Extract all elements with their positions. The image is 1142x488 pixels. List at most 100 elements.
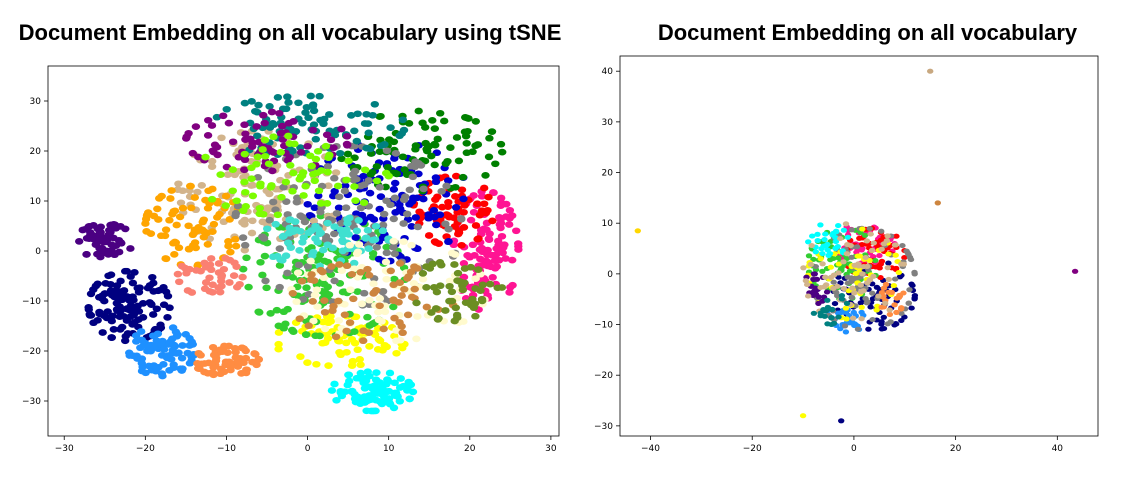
scatter-point	[906, 287, 913, 293]
scatter-point	[869, 290, 876, 296]
scatter-point	[365, 189, 375, 197]
scatter-point	[274, 329, 284, 336]
scatter-point	[363, 313, 372, 321]
scatter-point	[331, 169, 341, 176]
scatter-point	[282, 198, 291, 205]
scatter-point	[86, 290, 96, 298]
scatter-point	[888, 289, 896, 295]
scatter-point	[406, 381, 416, 389]
scatter-point	[139, 342, 148, 349]
scatter-point	[260, 252, 270, 260]
scatter-point	[851, 290, 858, 296]
scatter-point	[362, 407, 371, 415]
scatter-point	[857, 289, 865, 295]
scatter-point	[859, 226, 866, 232]
scatter-point	[159, 346, 169, 353]
scatter-point	[302, 103, 311, 111]
scatter-point	[172, 221, 181, 229]
scatter-point	[109, 287, 119, 295]
outlier-point	[838, 418, 845, 424]
scatter-point	[137, 328, 146, 335]
scatter-point	[357, 300, 367, 308]
scatter-point	[194, 365, 203, 372]
scatter-point	[234, 202, 243, 210]
scatter-point	[819, 251, 826, 257]
scatter-point	[828, 321, 835, 328]
scatter-point	[857, 282, 864, 288]
scatter-point	[502, 213, 511, 220]
scatter-point	[275, 283, 284, 291]
scatter-point	[241, 136, 250, 143]
scatter-point	[129, 296, 138, 304]
scatter-point	[149, 311, 158, 318]
scatter-point	[378, 346, 387, 354]
scatter-point	[855, 263, 862, 269]
scatter-point	[187, 289, 197, 296]
x-tick-label: −10	[217, 444, 236, 454]
scatter-point	[386, 124, 395, 131]
scatter-point	[278, 122, 287, 130]
scatter-point	[342, 339, 351, 347]
scatter-point	[458, 173, 468, 181]
scatter-point	[240, 121, 249, 129]
x-tick-label: 10	[383, 444, 395, 454]
scatter-point	[415, 208, 424, 216]
scatter-point	[276, 256, 285, 263]
scatter-point	[872, 264, 879, 270]
scatter-point	[342, 348, 351, 356]
scatter-point	[370, 100, 379, 108]
scatter-point	[376, 193, 386, 200]
scatter-point	[824, 297, 831, 303]
scatter-point	[849, 285, 856, 291]
scatter-point	[862, 254, 869, 261]
scatter-point	[349, 295, 358, 303]
scatter-point	[457, 279, 466, 286]
scatter-point	[283, 269, 292, 277]
scatter-point	[255, 204, 264, 212]
scatter-point	[149, 279, 158, 287]
scatter-point	[307, 271, 316, 278]
scatter-point	[176, 199, 186, 207]
scatter-point	[834, 310, 842, 316]
scatter-point	[351, 234, 360, 241]
scatter-point	[340, 300, 349, 308]
scatter-point	[354, 217, 363, 224]
scatter-point	[284, 132, 293, 140]
scatter-point	[377, 400, 387, 408]
scatter-point	[258, 146, 267, 153]
scatter-point	[827, 264, 834, 270]
scatter-point	[130, 269, 139, 276]
scatter-point	[279, 183, 288, 191]
scatter-point	[163, 314, 172, 321]
y-tick-label: 10	[30, 197, 42, 207]
scatter-point	[247, 164, 256, 172]
scatter-point	[181, 331, 190, 338]
scatter-point	[271, 206, 280, 214]
scatter-point	[390, 314, 399, 322]
scatter-point	[261, 277, 270, 285]
scatter-point	[123, 305, 132, 313]
scatter-point	[145, 299, 154, 306]
scatter-point	[281, 178, 291, 186]
y-tick-label: 40	[602, 67, 614, 77]
scatter-point	[352, 175, 361, 183]
scatter-point	[167, 187, 176, 194]
scatter-point	[430, 125, 439, 132]
scatter-point	[350, 127, 359, 135]
scatter-point	[893, 233, 900, 239]
scatter-point	[869, 281, 876, 287]
scatter-point	[858, 241, 866, 248]
scatter-point	[334, 204, 344, 212]
scatter-point	[274, 322, 283, 330]
y-tick-label: 10	[602, 219, 614, 229]
scatter-point	[169, 208, 178, 215]
scatter-point	[830, 279, 837, 285]
scatter-point	[330, 277, 339, 285]
scatter-point	[805, 253, 813, 259]
scatter-point	[153, 330, 163, 338]
y-tick-label: 0	[607, 270, 613, 280]
scatter-point	[303, 263, 313, 270]
scatter-point	[204, 187, 213, 195]
outlier-point	[634, 228, 641, 234]
scatter-point	[132, 338, 141, 345]
